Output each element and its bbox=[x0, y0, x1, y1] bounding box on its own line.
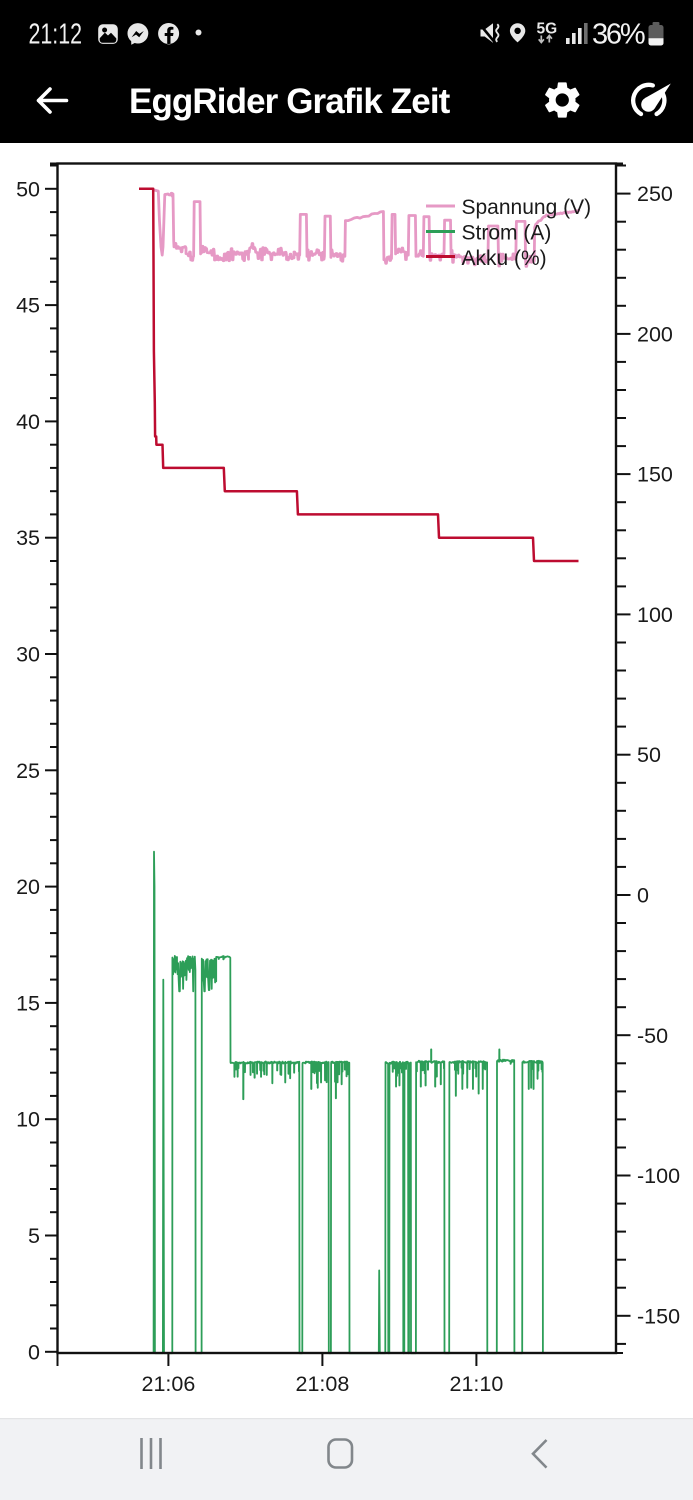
svg-text:-100: -100 bbox=[637, 1164, 680, 1188]
svg-text:0: 0 bbox=[637, 884, 649, 908]
svg-text:21:06: 21:06 bbox=[141, 1372, 195, 1396]
svg-text:5G: 5G bbox=[537, 21, 558, 38]
svg-text:30: 30 bbox=[16, 643, 40, 667]
svg-text:-50: -50 bbox=[637, 1024, 668, 1048]
svg-text:200: 200 bbox=[637, 322, 673, 346]
svg-text:15: 15 bbox=[16, 991, 40, 1015]
svg-text:Akku (%): Akku (%) bbox=[462, 247, 547, 270]
svg-text:40: 40 bbox=[16, 410, 40, 434]
svg-text:250: 250 bbox=[637, 182, 673, 206]
svg-text:EggRider Grafik Zeit: EggRider Grafik Zeit bbox=[129, 82, 451, 121]
svg-text:150: 150 bbox=[637, 463, 673, 487]
svg-text:-150: -150 bbox=[637, 1304, 680, 1328]
svg-text:21:10: 21:10 bbox=[449, 1372, 503, 1396]
svg-text:Spannung (V): Spannung (V) bbox=[462, 196, 592, 219]
svg-text:20: 20 bbox=[16, 875, 40, 899]
svg-text:25: 25 bbox=[16, 759, 40, 783]
svg-text:35: 35 bbox=[16, 526, 40, 550]
svg-text:0: 0 bbox=[28, 1340, 40, 1364]
svg-text:10: 10 bbox=[16, 1108, 40, 1132]
svg-text:50: 50 bbox=[637, 743, 661, 767]
svg-text:21:12: 21:12 bbox=[29, 19, 83, 51]
svg-text:45: 45 bbox=[16, 294, 40, 318]
svg-text:50: 50 bbox=[16, 177, 40, 201]
svg-text:36%: 36% bbox=[592, 19, 645, 51]
svg-text:100: 100 bbox=[637, 603, 673, 627]
svg-text:21:08: 21:08 bbox=[295, 1372, 349, 1396]
svg-text:Strom (A): Strom (A) bbox=[462, 221, 552, 244]
svg-text:5: 5 bbox=[28, 1224, 40, 1248]
